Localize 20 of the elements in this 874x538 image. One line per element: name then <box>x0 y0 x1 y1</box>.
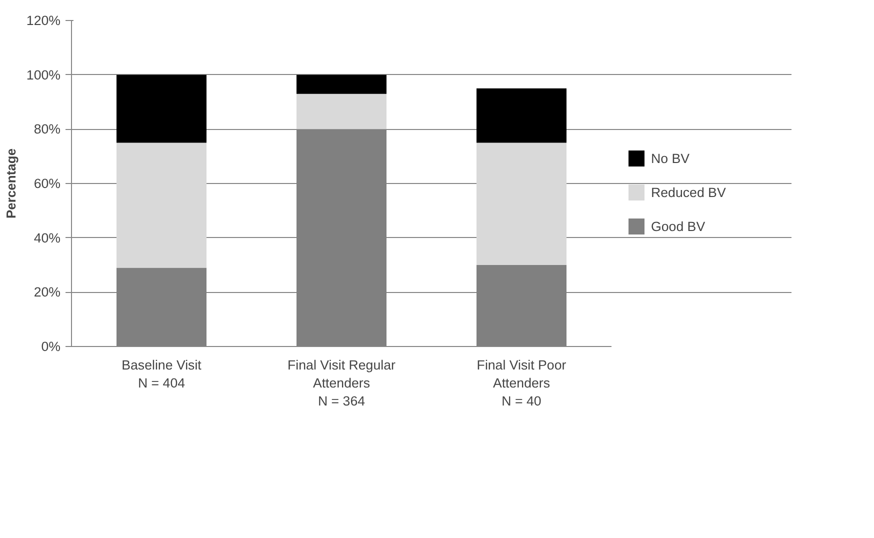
bar <box>476 142 566 265</box>
legend-label: Reduced BV <box>651 184 726 200</box>
y-tick-label: 40% <box>34 230 61 246</box>
bar <box>116 142 206 268</box>
y-tick-label: 20% <box>34 284 61 300</box>
legend-label: No BV <box>651 150 690 166</box>
y-tick-label: 100% <box>26 67 61 82</box>
x-tick-label: Final Visit Poor Attenders N = 40 <box>476 358 567 408</box>
y-tick-label: 80% <box>34 122 61 137</box>
y-tick-label: 120% <box>26 13 61 28</box>
bar <box>296 94 386 130</box>
y-axis-title: Percentage <box>3 148 18 219</box>
bar <box>296 74 386 94</box>
x-tick-label: Baseline Visit N = 404 <box>122 358 202 390</box>
y-tick-label: 0% <box>41 339 61 354</box>
x-tick-label: Final Visit Regular Attenders N = 364 <box>288 358 396 408</box>
bar <box>116 74 206 143</box>
y-tick-label: 60% <box>34 176 61 191</box>
legend-label: Good BV <box>651 218 706 234</box>
bar <box>476 88 566 143</box>
